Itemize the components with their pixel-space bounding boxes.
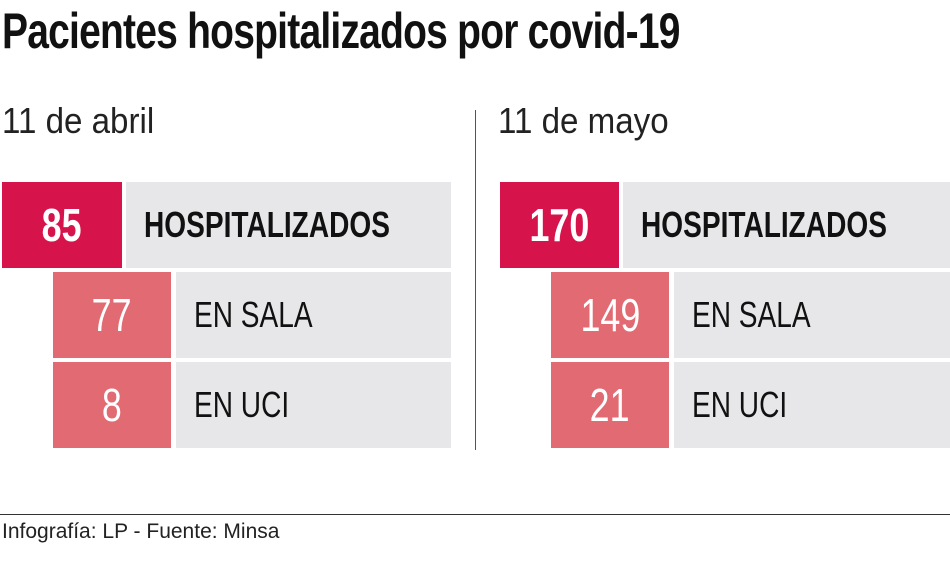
footer-rule bbox=[0, 514, 950, 515]
panel-date-mayo: 11 de mayo bbox=[498, 100, 669, 141]
total-value: 170 bbox=[529, 199, 590, 251]
uci-value-cell: 8 bbox=[53, 362, 171, 448]
uci-label: EN UCI bbox=[692, 384, 788, 425]
sala-label: EN SALA bbox=[692, 294, 811, 335]
chart-title: Pacientes hospitalizados por covid-19 bbox=[2, 3, 680, 59]
uci-value-cell: 21 bbox=[551, 362, 669, 448]
total-label-cell: HOSPITALIZADOS bbox=[623, 182, 950, 268]
uci-value: 8 bbox=[102, 379, 122, 431]
uci-label-cell: EN UCI bbox=[674, 362, 950, 448]
uci-label-cell: EN UCI bbox=[176, 362, 451, 448]
sala-label-cell: EN SALA bbox=[176, 272, 451, 358]
total-label: HOSPITALIZADOS bbox=[641, 204, 887, 245]
sala-value: 77 bbox=[92, 289, 132, 341]
panel-divider bbox=[475, 110, 476, 450]
sala-value-cell: 149 bbox=[551, 272, 669, 358]
uci-label: EN UCI bbox=[194, 384, 290, 425]
panel-date-abril: 11 de abril bbox=[2, 100, 155, 141]
sala-value-cell: 77 bbox=[53, 272, 171, 358]
total-value: 85 bbox=[42, 199, 82, 251]
total-label: HOSPITALIZADOS bbox=[144, 204, 390, 245]
sala-label: EN SALA bbox=[194, 294, 313, 335]
sala-value: 149 bbox=[580, 289, 640, 341]
total-value-cell: 85 bbox=[2, 182, 122, 268]
total-value-cell: 170 bbox=[500, 182, 619, 268]
total-label-cell: HOSPITALIZADOS bbox=[126, 182, 451, 268]
sala-label-cell: EN SALA bbox=[674, 272, 950, 358]
footer-credit: Infografía: LP - Fuente: Minsa bbox=[2, 520, 280, 543]
uci-value: 21 bbox=[590, 379, 630, 431]
